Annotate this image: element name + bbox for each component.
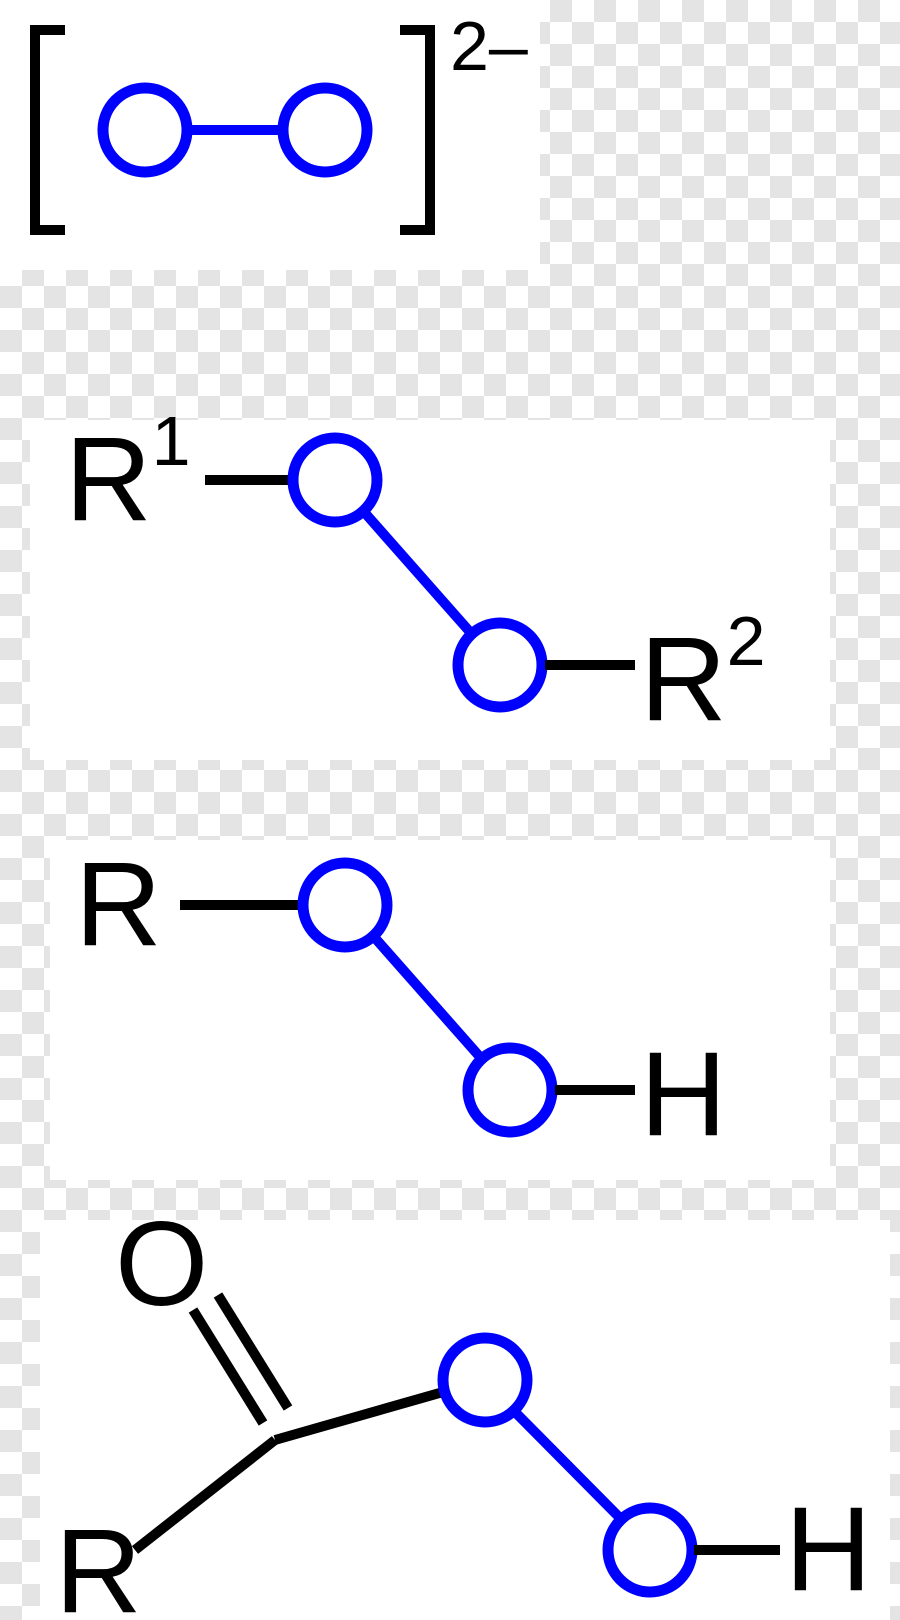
r-label: R: [55, 1504, 142, 1620]
peroxy-acid: O R H: [55, 1197, 872, 1620]
dialkyl-peroxide: R1 R2: [65, 402, 766, 746]
bond-o-o: [375, 938, 480, 1057]
oxygen-atom: [283, 88, 367, 172]
h-label: H: [640, 1027, 727, 1161]
peroxide-ion: 2–: [35, 7, 528, 230]
r1-label: R1: [65, 402, 191, 546]
oxygen-atom: [458, 623, 542, 707]
chemical-structures: 2– R1 R2 R H O: [0, 0, 900, 1620]
hydroperoxide: R H: [75, 837, 727, 1161]
bracket-left: [35, 30, 65, 230]
oxygen-atom: [293, 438, 377, 522]
r2-label: R2: [640, 602, 766, 746]
bond-o-o: [515, 1412, 622, 1520]
bond-o-o: [365, 513, 470, 632]
oxygen-atom: [468, 1048, 552, 1132]
r-label: R: [75, 837, 162, 971]
bond-c-o-double: [218, 1295, 288, 1408]
oxygen-atom: [608, 1508, 692, 1592]
bond-c-r: [135, 1440, 275, 1550]
bracket-right: [400, 30, 430, 230]
charge-label: 2–: [450, 7, 528, 85]
oxygen-atom: [443, 1338, 527, 1422]
oxygen-atom: [303, 863, 387, 947]
oxygen-atom: [103, 88, 187, 172]
h-label: H: [785, 1482, 872, 1616]
bond-c-o: [275, 1392, 443, 1440]
bond-c-o-double: [193, 1310, 263, 1423]
